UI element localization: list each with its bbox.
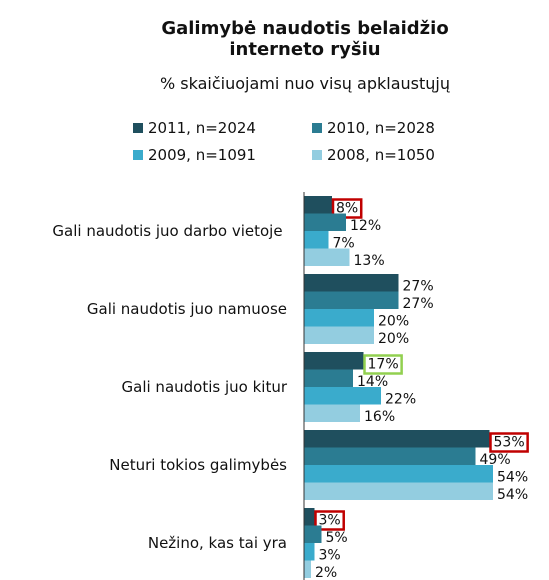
category-label: Gali naudotis juo kitur (121, 378, 287, 396)
value-label: 3% (319, 548, 341, 564)
value-label: 54% (497, 470, 528, 486)
value-label: 7% (333, 236, 355, 252)
bar (304, 430, 490, 448)
highlight-box (363, 354, 403, 375)
legend-label: 2011, n=2024 (148, 119, 256, 137)
bar (304, 274, 399, 292)
legend-swatch (312, 123, 322, 133)
legend-label: 2008, n=1050 (327, 146, 435, 164)
bar (304, 213, 346, 231)
value-label: 27% (403, 279, 434, 295)
bar (304, 309, 374, 327)
bar (304, 508, 315, 526)
value-label: 20% (378, 314, 409, 330)
bar (304, 482, 493, 500)
value-label: 27% (403, 296, 434, 312)
chart-title: Galimybė naudotis belaidžio interneto ry… (161, 18, 449, 60)
category-label: Gali naudotis juo namuose (86, 300, 287, 318)
bar (304, 352, 364, 370)
value-label: 20% (378, 331, 409, 347)
bar (304, 369, 353, 387)
legend-swatch (133, 123, 143, 133)
value-label: 53% (494, 435, 525, 451)
value-label: 14% (357, 374, 388, 390)
bar (304, 248, 350, 266)
value-label: 8% (336, 201, 358, 217)
bar (304, 196, 332, 214)
value-label: 2% (315, 565, 337, 580)
value-label: 16% (364, 409, 395, 425)
value-label: 13% (354, 253, 385, 269)
value-label: 12% (350, 218, 381, 234)
highlight-box (331, 198, 363, 219)
value-label: 5% (326, 530, 348, 546)
value-label: 17% (368, 357, 399, 373)
bar (304, 231, 329, 249)
legend-label: 2010, n=2028 (327, 119, 435, 137)
legend-swatch (133, 150, 143, 160)
value-label: 22% (385, 392, 416, 408)
value-label: 49% (480, 452, 511, 468)
bar (304, 404, 360, 422)
bar (304, 560, 311, 578)
category-label: Nežino, kas tai yra (147, 534, 287, 552)
chart-subtitle: % skaičiuojami nuo visų apklaustųjų (160, 74, 450, 93)
bar (304, 291, 399, 309)
highlight-box (314, 510, 345, 531)
category-label: Gali naudotis juo darbo vietoje (52, 222, 283, 240)
value-label: 54% (497, 487, 528, 503)
bar (304, 525, 322, 543)
bar (304, 543, 315, 561)
legend-swatch (312, 150, 322, 160)
bar (304, 326, 374, 344)
value-label: 3% (319, 513, 341, 529)
category-label: Neturi tokios galimybės (109, 456, 287, 474)
highlight-box (489, 432, 529, 453)
bar (304, 465, 493, 483)
bar (304, 447, 476, 465)
legend-label: 2009, n=1091 (148, 146, 256, 164)
bar (304, 387, 381, 405)
